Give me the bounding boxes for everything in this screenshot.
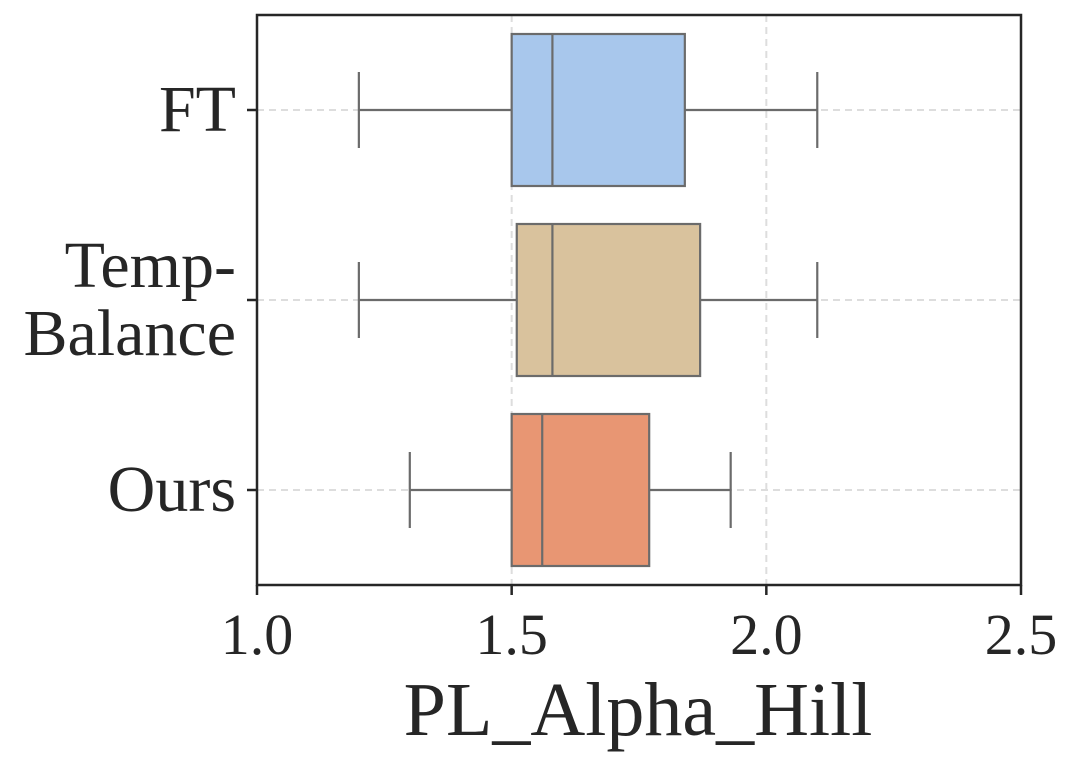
x-tick-label: 1.0 [221,602,294,667]
y-tick-label-line: FT [159,73,236,146]
iqr-box [510,412,651,568]
y-tick-label-line: Balance [23,297,236,370]
x-tick-label: 1.5 [475,602,548,667]
boxes [357,32,819,568]
y-tick-label-line: Ours [108,453,236,526]
y-tick-label: Temp-Balance [23,229,236,370]
x-tick-label: 2.5 [985,602,1058,667]
y-tick-label-line: Temp- [65,229,236,302]
box-temp-balance [357,222,819,378]
axes: 1.0 1.5 2.0 2.5 FT Temp-Balance Ours [23,13,1058,667]
y-tick-label: Ours [108,453,236,526]
x-tick-label: 2.0 [730,602,803,667]
y-tick-label: FT [159,73,236,146]
box-ft [357,32,819,188]
x-axis-title: PL_Alpha_Hill [404,668,873,752]
iqr-box [515,222,702,378]
iqr-box [510,32,686,188]
box-ours [408,412,732,568]
